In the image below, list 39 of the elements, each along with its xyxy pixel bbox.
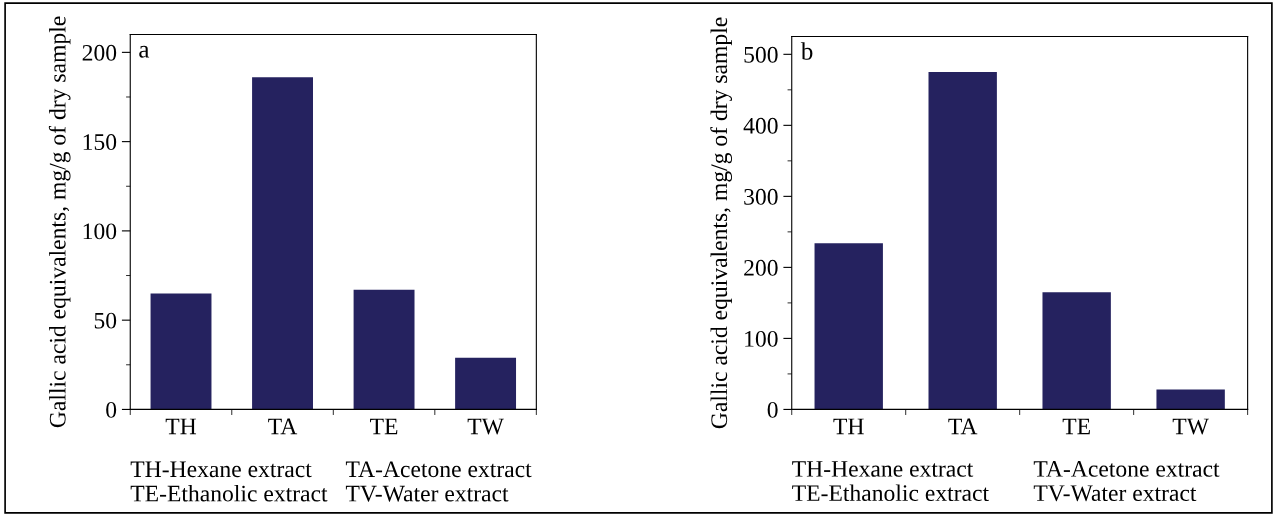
- x-tick-label: TE: [370, 418, 398, 435]
- x-tick-label: TW: [1172, 418, 1209, 435]
- y-tick-label: 0: [767, 401, 778, 418]
- y-tick-label: 100: [745, 330, 778, 347]
- text: TV-Water extract: [345, 485, 509, 502]
- bar: [814, 243, 883, 410]
- annotation: a: [139, 45, 150, 58]
- y-tick-label: 200: [82, 44, 117, 61]
- annotation: b: [800, 42, 813, 60]
- x-tick-label: TA: [948, 418, 978, 435]
- x-tick-label: TE: [1062, 418, 1090, 435]
- x-tick-label: TH: [165, 418, 197, 435]
- y-tick-label: 50: [94, 312, 117, 329]
- bar: [455, 357, 517, 410]
- text: TV-Water extract: [1033, 485, 1197, 502]
- y-axis-title: Gallic acid equivalents, mg/g of dry sample: [710, 17, 733, 429]
- bar: [150, 293, 212, 410]
- y-tick-label: 0: [106, 401, 117, 418]
- bar: [1042, 292, 1111, 410]
- x-tick-label: TW: [467, 418, 504, 435]
- text: TH-Hexane extract: [130, 461, 312, 478]
- y-tick-label: 500: [744, 46, 778, 63]
- text: TH-Hexane extract: [792, 461, 974, 477]
- x-tick-label: TA: [268, 418, 298, 435]
- y-tick-label: 150: [83, 134, 117, 151]
- y-axis-title: Gallic acid equivalents, mg/g of dry sample: [48, 16, 71, 428]
- x-tick-label: TH: [833, 418, 864, 435]
- text: TE-Ethanolic extract: [792, 484, 989, 502]
- bar: [353, 289, 415, 410]
- bar: [1156, 389, 1225, 410]
- y-tick-label: 300: [744, 188, 778, 205]
- text: TA-Acetone extract: [345, 461, 532, 478]
- y-tick-label: 400: [743, 117, 778, 134]
- y-tick-label: 100: [83, 223, 117, 240]
- text: TE-Ethanolic extract: [130, 484, 328, 502]
- bar: [928, 72, 997, 410]
- text: TA-Acetone extract: [1033, 461, 1220, 477]
- y-tick-label: 200: [744, 259, 778, 276]
- bar: [252, 77, 313, 410]
